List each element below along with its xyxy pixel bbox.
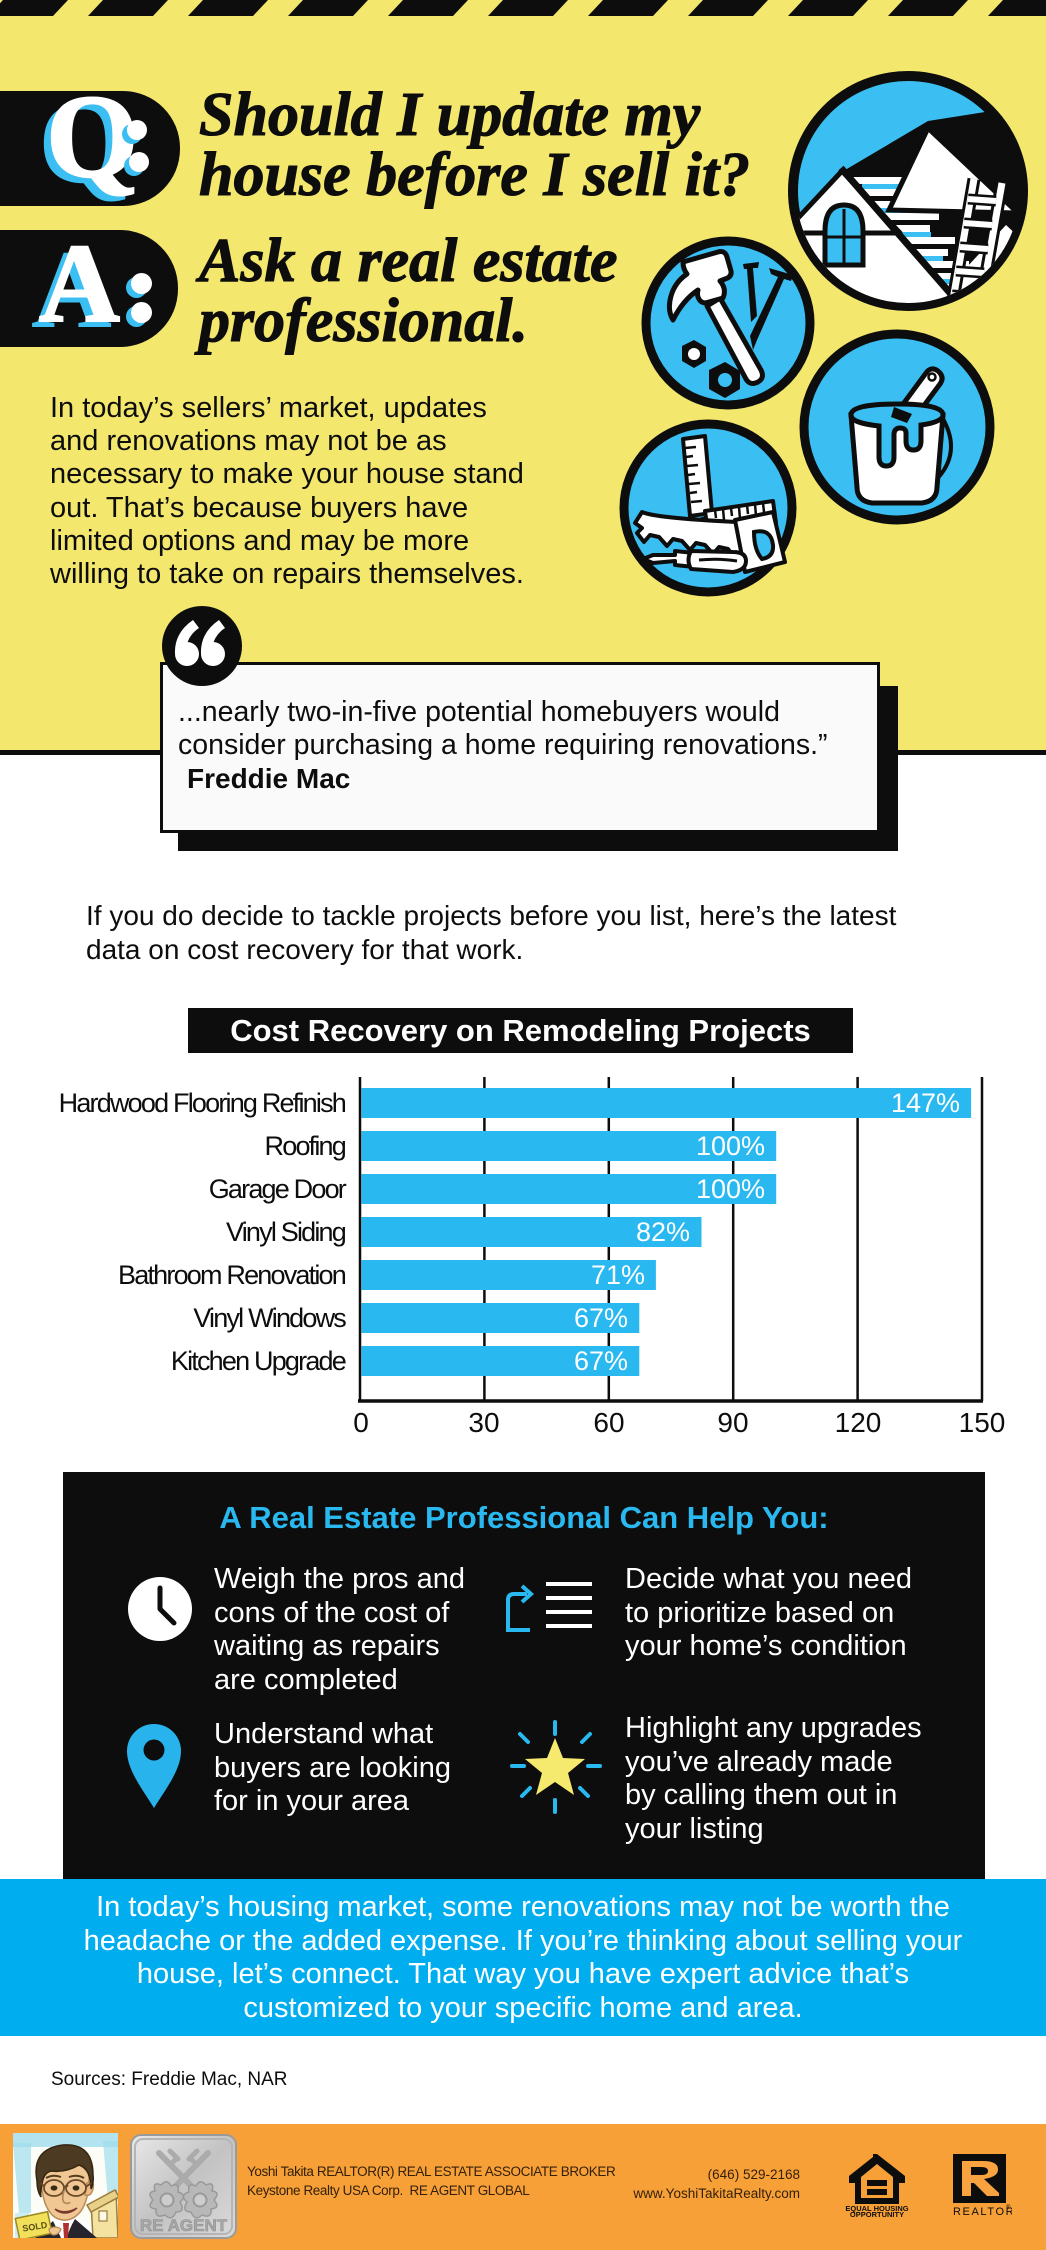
svg-text:120: 120 — [835, 1407, 882, 1438]
svg-text:REALTOR: REALTOR — [953, 2206, 1012, 2218]
svg-text:Roofing: Roofing — [265, 1131, 346, 1161]
svg-text:Hardwood Flooring Refinish: Hardwood Flooring Refinish — [59, 1088, 346, 1118]
svg-text:Vinyl Windows: Vinyl Windows — [193, 1303, 346, 1333]
svg-text:100%: 100% — [696, 1174, 765, 1204]
svg-text:100%: 100% — [696, 1131, 765, 1161]
svg-text:82%: 82% — [636, 1217, 690, 1247]
svg-text:67%: 67% — [574, 1303, 628, 1333]
svg-text:EQUAL HOUSING: EQUAL HOUSING — [845, 2204, 908, 2213]
svg-text:RE AGENT: RE AGENT — [140, 2216, 228, 2235]
svg-text:67%: 67% — [574, 1346, 628, 1376]
svg-text:Bathroom Renovation: Bathroom Renovation — [118, 1260, 346, 1290]
svg-text:Garage Door: Garage Door — [209, 1174, 347, 1204]
svg-text:60: 60 — [593, 1407, 624, 1438]
svg-text:30: 30 — [468, 1407, 499, 1438]
svg-text:Kitchen Upgrade: Kitchen Upgrade — [171, 1346, 346, 1376]
svg-text:SOLD: SOLD — [22, 2220, 49, 2234]
svg-text:Vinyl Siding: Vinyl Siding — [226, 1217, 346, 1247]
svg-text:71%: 71% — [591, 1260, 645, 1290]
svg-text:90: 90 — [717, 1407, 748, 1438]
svg-text:®: ® — [1006, 2204, 1011, 2211]
svg-text:0: 0 — [353, 1407, 369, 1438]
svg-text:OPPORTUNITY: OPPORTUNITY — [850, 2210, 904, 2218]
svg-text:150: 150 — [959, 1407, 1006, 1438]
svg-text:147%: 147% — [891, 1088, 960, 1118]
